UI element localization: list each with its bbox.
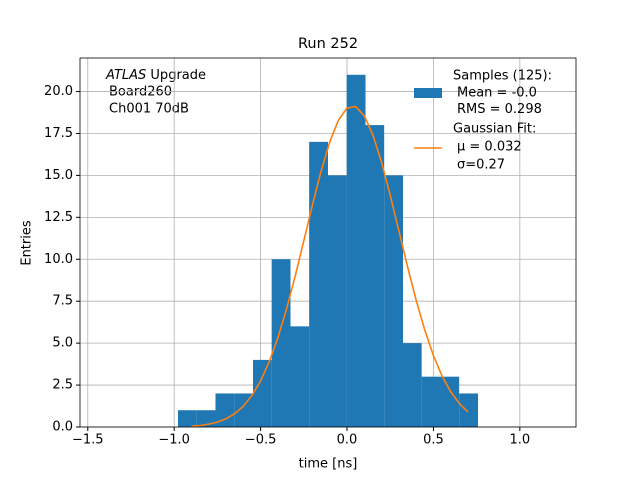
annotation-text: Ch001 70dB (109, 102, 189, 117)
histogram-bar (384, 175, 404, 427)
histogram-bar (403, 343, 422, 427)
x-axis-label: time [ns] (299, 457, 358, 472)
annotation: ATLAS Upgrade (105, 68, 206, 83)
y-tick-label: 10.0 (44, 252, 73, 267)
chart-title: Run 252 (298, 36, 358, 52)
y-tick-label: 0.0 (52, 420, 73, 435)
y-tick-label: 15.0 (44, 168, 73, 183)
legend-label: Samples (125): (453, 69, 552, 84)
fit-line (191, 105, 469, 427)
y-tick-label: 20.0 (44, 84, 73, 99)
y-tick-label: 2.5 (52, 378, 73, 393)
histogram-bar (365, 125, 385, 427)
histogram-bar (196, 410, 216, 427)
histogram-bar (346, 74, 366, 427)
x-tick-label: −0.5 (245, 433, 277, 448)
legend-stat: Mean = -0.0 (457, 86, 537, 101)
y-axis-label: Entries (20, 220, 35, 266)
x-tick-label: 0.0 (337, 433, 358, 448)
y-tick-label: 5.0 (52, 336, 73, 351)
x-tick-label: 0.5 (423, 433, 444, 448)
legend-patch (414, 88, 442, 98)
legend-stat: RMS = 0.298 (457, 102, 542, 117)
plot-frame (79, 57, 577, 428)
histogram-bar (440, 376, 460, 427)
histogram-bar (252, 359, 272, 427)
histogram-bar (328, 175, 347, 427)
x-tick-label: 1.0 (509, 433, 530, 448)
annotation-text: Board260 (109, 85, 172, 100)
histogram-bar (309, 141, 328, 427)
histogram-bar (290, 326, 310, 427)
y-tick-label: 17.5 (44, 126, 73, 141)
histogram-bar (421, 376, 441, 427)
histogram-bar (459, 393, 479, 427)
histogram-bar (177, 410, 197, 427)
x-tick-label: −1.5 (72, 433, 104, 448)
histogram-bar (271, 259, 291, 427)
histogram-bar (234, 393, 253, 427)
legend-param: μ = 0.032 (457, 140, 522, 155)
annotation-text: Upgrade (150, 68, 206, 83)
x-tick-label: −1.0 (158, 433, 190, 448)
legend-label: Gaussian Fit: (453, 122, 536, 137)
y-tick-label: 7.5 (52, 294, 73, 309)
annotation-text: ATLAS (105, 68, 146, 83)
y-tick-label: 12.5 (44, 210, 73, 225)
histogram-bar (215, 393, 235, 427)
legend-param: σ=0.27 (457, 158, 505, 173)
